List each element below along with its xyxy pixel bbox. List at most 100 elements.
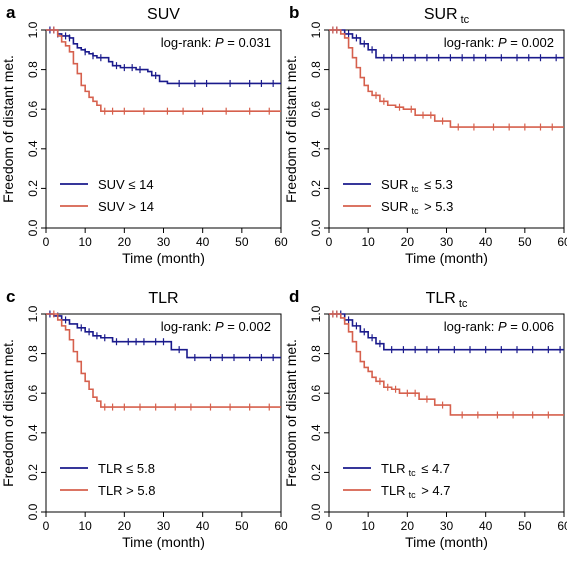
legend-label-main: TLR <box>381 461 406 476</box>
x-tick-label: 50 <box>235 235 249 249</box>
x-tick-label: 40 <box>196 235 210 249</box>
legend-label-value: 5.3 <box>435 199 453 214</box>
chart-panel-a: a SUV 0 10 20 30 40 50 60 Time (month) 0.0 0.2 0.4 0.… <box>0 3 288 266</box>
y-tick-label: 0.2 <box>26 180 40 197</box>
x-axis-label: Time (month) <box>405 250 488 266</box>
legend-label-op: > <box>418 483 433 498</box>
x-tick-label: 40 <box>479 235 493 249</box>
survival-curve <box>329 313 564 416</box>
x-tick-label: 20 <box>401 235 415 249</box>
y-tick-label: 0.6 <box>26 385 40 402</box>
chart-title: SUR tc <box>424 6 470 26</box>
logrank-value: = 0.006 <box>507 319 554 334</box>
survival-curve <box>329 29 564 128</box>
x-tick-label: 60 <box>274 519 288 533</box>
chart-title: TLR tc <box>426 290 468 310</box>
x-axis-label: Time (month) <box>405 534 488 550</box>
x-tick-label: 30 <box>157 519 171 533</box>
x-tick-label: 0 <box>326 235 333 249</box>
legend-label-op: > <box>125 199 140 214</box>
x-tick-label: 20 <box>401 519 415 533</box>
legend-label-value: 14 <box>140 199 154 214</box>
legend-label-value: 4.7 <box>432 461 450 476</box>
chart-title-sub: tc <box>461 14 470 26</box>
logrank-value: = 0.002 <box>224 319 271 334</box>
legend-label-op: ≤ <box>125 177 139 192</box>
legend-label-sub: tc <box>411 206 419 216</box>
logrank-p: P <box>498 319 507 334</box>
y-tick-label: 0.6 <box>26 101 40 118</box>
x-axis-label: Time (month) <box>122 250 205 266</box>
y-tick-label: 1.0 <box>26 21 40 38</box>
legend-label-value: 5.8 <box>137 461 155 476</box>
y-tick-label: 0.4 <box>26 424 40 441</box>
legend-label-main: SUR <box>381 177 408 192</box>
x-tick-label: 10 <box>78 235 92 249</box>
x-tick-label: 30 <box>440 235 454 249</box>
legend-label-op: ≤ <box>420 177 434 192</box>
x-tick-label: 60 <box>274 235 288 249</box>
series-high <box>329 26 564 131</box>
x-tick-label: 50 <box>235 519 249 533</box>
logrank-p: P <box>215 319 224 334</box>
legend-label: TLR ≤ 5.8 <box>98 461 155 476</box>
y-tick-label: 0.4 <box>309 424 323 441</box>
x-tick-label: 20 <box>118 519 132 533</box>
legend-label: TLR > 5.8 <box>98 483 155 498</box>
x-tick-label: 20 <box>118 235 132 249</box>
chart-title-main: TLR <box>426 290 456 307</box>
legend-label: SUV > 14 <box>98 199 154 214</box>
legend-label-main: SUV <box>98 199 125 214</box>
logrank-prefix: log-rank: <box>161 35 215 50</box>
legend-label: SUV ≤ 14 <box>98 177 154 192</box>
y-tick-label: 1.0 <box>309 305 323 322</box>
legend-label-value: 4.7 <box>432 483 450 498</box>
x-tick-label: 60 <box>557 235 567 249</box>
y-tick-label: 0.8 <box>309 61 323 78</box>
panel-label: b <box>289 3 299 22</box>
y-tick-label: 0.6 <box>309 101 323 118</box>
series-low <box>46 26 281 87</box>
x-tick-label: 40 <box>479 519 493 533</box>
y-tick-label: 1.0 <box>309 21 323 38</box>
legend-label-op: > <box>123 483 138 498</box>
y-tick-label: 0.2 <box>309 180 323 197</box>
logrank-value: = 0.002 <box>507 35 554 50</box>
logrank-annotation: log-rank: P = 0.002 <box>161 319 271 334</box>
legend-label: TLR tc > 4.7 <box>381 483 450 500</box>
chart-panel-c: c TLR 0 10 20 30 40 50 60 Time (month) 0.0 0.2 0.4 0.… <box>0 287 288 550</box>
logrank-p: P <box>498 35 507 50</box>
legend-label-sub: tc <box>411 184 419 194</box>
y-tick-label: 0.2 <box>26 464 40 481</box>
y-tick-label: 1.0 <box>26 305 40 322</box>
x-tick-label: 50 <box>518 519 532 533</box>
panel-label: d <box>289 287 299 306</box>
survival-curve <box>46 313 281 408</box>
legend-label-main: SUR <box>381 199 408 214</box>
y-tick-label: 0.8 <box>309 345 323 362</box>
panel-label: c <box>6 287 15 306</box>
logrank-annotation: log-rank: P = 0.031 <box>161 35 271 50</box>
legend-label: SUR tc ≤ 5.3 <box>381 177 453 194</box>
chart-title-sub: tc <box>459 298 468 310</box>
y-tick-label: 0.0 <box>26 503 40 520</box>
chart-title-main: TLR <box>148 290 178 307</box>
legend-label: TLR tc ≤ 4.7 <box>381 461 450 478</box>
x-tick-label: 10 <box>78 519 92 533</box>
y-tick-label: 0.0 <box>309 503 323 520</box>
legend-label-sub: tc <box>409 490 417 500</box>
logrank-annotation: log-rank: P = 0.002 <box>444 35 554 50</box>
logrank-value: = 0.031 <box>224 35 271 50</box>
chart-panel-d: dTLRtc0102030405060Time (month)0.00.20.4… <box>283 287 567 550</box>
legend-label-op: > <box>420 199 435 214</box>
legend-label-op: ≤ <box>418 461 432 476</box>
x-tick-label: 40 <box>196 519 210 533</box>
y-axis-label: Freedom of distant met. <box>283 339 299 487</box>
y-tick-label: 0.0 <box>26 219 40 236</box>
chart-title: SUV <box>147 6 180 23</box>
x-tick-label: 0 <box>43 235 50 249</box>
legend-label-main: SUV <box>98 177 125 192</box>
legend-label-main: TLR <box>381 483 406 498</box>
